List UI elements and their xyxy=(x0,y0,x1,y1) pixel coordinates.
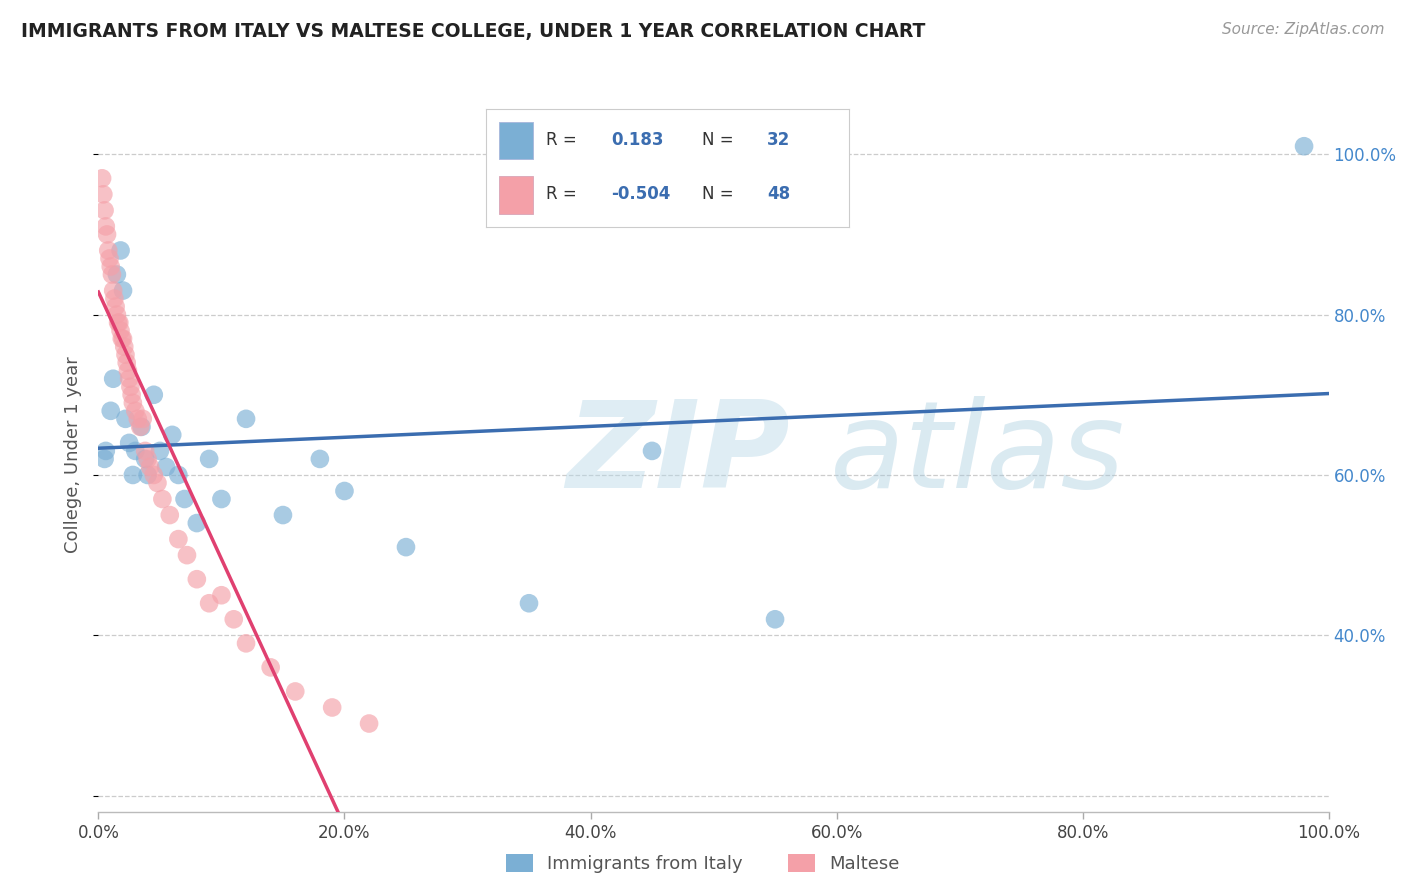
Text: atlas: atlas xyxy=(831,396,1126,514)
Point xyxy=(167,467,190,482)
Point xyxy=(260,660,283,674)
Point xyxy=(115,356,138,370)
Point xyxy=(114,412,136,426)
Point xyxy=(149,444,172,458)
Point xyxy=(94,219,117,234)
Point xyxy=(94,444,117,458)
Point xyxy=(117,364,139,378)
Point xyxy=(93,203,115,218)
Text: IMMIGRANTS FROM ITALY VS MALTESE COLLEGE, UNDER 1 YEAR CORRELATION CHART: IMMIGRANTS FROM ITALY VS MALTESE COLLEGE… xyxy=(21,22,925,41)
Point xyxy=(129,420,152,434)
Point xyxy=(136,467,159,482)
Point xyxy=(198,596,221,610)
Point xyxy=(103,284,125,298)
Point xyxy=(105,268,128,282)
Point xyxy=(763,612,786,626)
Point xyxy=(118,436,141,450)
Point xyxy=(122,396,145,410)
Point xyxy=(271,508,294,522)
Point xyxy=(93,187,115,202)
Text: ZIP: ZIP xyxy=(567,396,790,514)
Point xyxy=(142,388,165,402)
Point xyxy=(222,612,245,626)
Point xyxy=(120,380,142,394)
Point xyxy=(121,388,143,402)
Point xyxy=(134,444,156,458)
Point xyxy=(167,532,190,546)
Point xyxy=(132,412,155,426)
Point xyxy=(111,332,134,346)
Point xyxy=(136,451,159,466)
Point xyxy=(101,268,124,282)
Point xyxy=(134,451,156,466)
Point xyxy=(91,171,114,186)
Point xyxy=(211,491,233,506)
Point xyxy=(96,227,118,242)
Point xyxy=(309,451,332,466)
Point xyxy=(124,404,146,418)
Point xyxy=(186,516,208,530)
Point xyxy=(176,548,198,562)
Point xyxy=(142,467,165,482)
Point xyxy=(517,596,540,610)
Point xyxy=(162,428,183,442)
Point xyxy=(155,459,177,474)
Point xyxy=(112,284,135,298)
Legend: Immigrants from Italy, Maltese: Immigrants from Italy, Maltese xyxy=(501,848,905,879)
Point xyxy=(122,467,145,482)
Point xyxy=(104,300,127,314)
Point xyxy=(211,588,233,602)
Point xyxy=(139,459,162,474)
Point xyxy=(97,244,120,258)
Point xyxy=(107,316,129,330)
Point xyxy=(395,540,418,554)
Point xyxy=(110,324,132,338)
Point xyxy=(118,372,141,386)
Point xyxy=(127,412,149,426)
Point xyxy=(100,260,122,274)
Point xyxy=(641,444,664,458)
Point xyxy=(103,372,125,386)
Point xyxy=(100,404,122,418)
Point xyxy=(98,252,121,266)
Point xyxy=(103,292,125,306)
Point xyxy=(235,636,257,650)
Point xyxy=(173,491,195,506)
Point xyxy=(284,684,307,698)
Point xyxy=(112,332,135,346)
Point xyxy=(114,348,136,362)
Point xyxy=(152,491,174,506)
Point xyxy=(159,508,181,522)
Point xyxy=(198,451,221,466)
Point xyxy=(108,316,131,330)
Point xyxy=(359,716,381,731)
Point xyxy=(124,444,146,458)
Point xyxy=(146,475,169,490)
Point xyxy=(333,483,356,498)
Text: Source: ZipAtlas.com: Source: ZipAtlas.com xyxy=(1222,22,1385,37)
Point xyxy=(112,340,135,354)
Point xyxy=(186,572,208,586)
Point xyxy=(131,420,153,434)
Point xyxy=(235,412,257,426)
Point xyxy=(93,451,115,466)
Y-axis label: College, Under 1 year: College, Under 1 year xyxy=(65,357,83,553)
Point xyxy=(110,244,132,258)
Point xyxy=(105,308,128,322)
Point xyxy=(321,700,343,714)
Point xyxy=(1294,139,1316,153)
